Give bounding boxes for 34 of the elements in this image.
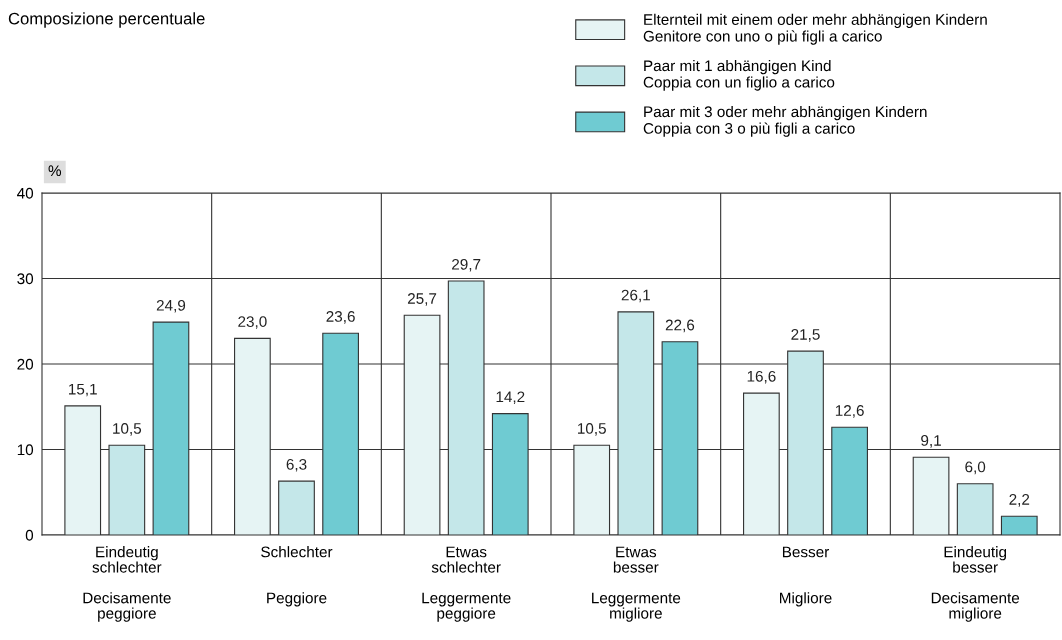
data-label: 25,7 bbox=[407, 293, 437, 306]
data-label: 21,5 bbox=[791, 329, 820, 342]
data-label: 24,9 bbox=[156, 299, 186, 313]
category-label: Eindeutig besser Decisamente migliore bbox=[931, 546, 1020, 622]
legend-label: Paar mit 3 oder mehr abhängigen Kindern Coppia con 3 o più figli a carico bbox=[643, 105, 927, 137]
data-label: 16,6 bbox=[747, 370, 776, 384]
legend-label: Paar mit 1 abhängigen Kind Coppia con un figlio a carico bbox=[643, 59, 835, 91]
legend-label: Elternteil mit einem oder mehr abhängigen Kindern Genitore con uno o più figli a carico bbox=[643, 13, 987, 45]
data-label: 6,3 bbox=[286, 458, 307, 472]
y-tick-label: 40 bbox=[17, 187, 34, 199]
data-label: 2,2 bbox=[1009, 494, 1030, 507]
data-label: 15,1 bbox=[69, 383, 97, 397]
chart-title: Composizione percentuale bbox=[8, 12, 205, 28]
data-label: 12,6 bbox=[835, 405, 864, 418]
y-axis-title: % bbox=[48, 165, 62, 177]
data-label: 29,7 bbox=[452, 258, 481, 272]
data-label: 22,6 bbox=[665, 319, 695, 333]
y-tick-label: 10 bbox=[17, 444, 34, 456]
category-label: Eindeutig schlechter Decisamente peggiore bbox=[83, 546, 171, 622]
y-tick-label: 0 bbox=[25, 529, 34, 541]
data-label: 6,0 bbox=[965, 461, 986, 475]
category-label: Etwas besser Leggermente migliore bbox=[592, 546, 681, 622]
data-label: 9,1 bbox=[921, 435, 941, 448]
y-tick-label: 20 bbox=[17, 358, 34, 370]
category-label: Besser Migliore bbox=[780, 546, 832, 607]
data-label: 23,6 bbox=[326, 311, 355, 324]
data-label: 10,5 bbox=[578, 423, 606, 436]
y-tick-label: 30 bbox=[17, 273, 34, 285]
data-label: 14,2 bbox=[496, 391, 525, 405]
data-label: 23,0 bbox=[238, 316, 267, 329]
data-label: 10,5 bbox=[113, 423, 142, 436]
category-label: Etwas schlechter Leggermente peggiore bbox=[422, 546, 511, 622]
category-label: Schlechter Peggiore bbox=[261, 546, 333, 607]
data-label: 26,1 bbox=[621, 289, 650, 303]
